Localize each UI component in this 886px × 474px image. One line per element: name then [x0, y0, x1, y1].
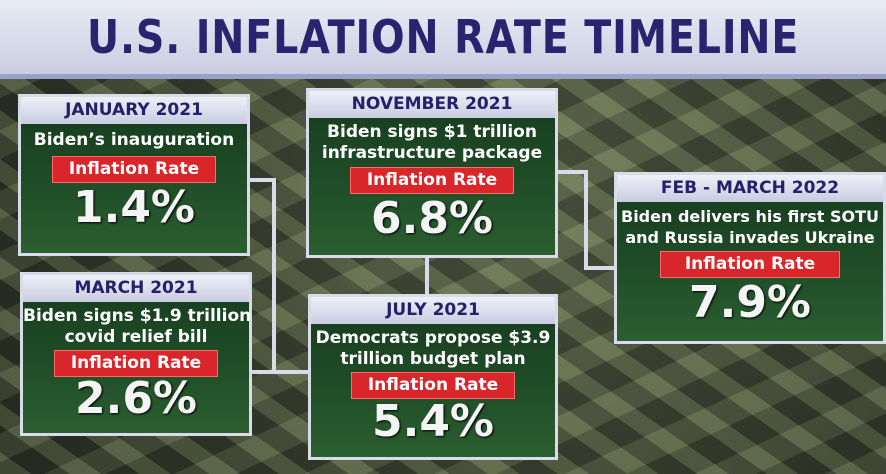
timeline-card-mar-2021: MARCH 2021 Biden signs $1.9 trillion cov…	[20, 272, 252, 436]
inflation-rate-badge: Inflation Rate	[349, 167, 515, 194]
card-description: Democrats propose $3.9 trillion budget p…	[315, 328, 551, 369]
card-date: NOVEMBER 2021	[309, 91, 555, 118]
inflation-rate-badge: Inflation Rate	[350, 372, 516, 399]
inflation-rate-value: 6.8%	[370, 193, 494, 244]
connector-line	[272, 178, 276, 374]
card-description: Biden signs $1.9 trillion covid relief b…	[23, 306, 252, 347]
card-date: JULY 2021	[311, 297, 555, 324]
inflation-rate-value: 5.4%	[371, 396, 495, 447]
connector-line	[250, 370, 312, 374]
card-date: MARCH 2021	[23, 275, 249, 302]
card-date: FEB - MARCH 2022	[617, 175, 883, 202]
timeline-card-jul-2021: JULY 2021 Democrats propose $3.9 trillio…	[308, 294, 558, 460]
page-title: U.S. INFLATION RATE TIMELINE	[86, 10, 800, 64]
connector-line	[584, 170, 588, 270]
connector-line	[584, 266, 618, 270]
timeline-card-jan-2021: JANUARY 2021 Biden’s inauguration Inflat…	[18, 94, 250, 256]
inflation-rate-value: 2.6%	[74, 373, 198, 424]
connector-line	[556, 170, 586, 174]
connector-line	[248, 178, 276, 182]
card-description: Biden’s inauguration	[33, 130, 235, 150]
timeline-card-feb-mar-2022: FEB - MARCH 2022 Biden delivers his firs…	[614, 172, 886, 344]
inflation-rate-value: 7.9%	[688, 277, 812, 328]
inflation-rate-value: 1.4%	[72, 182, 196, 233]
title-bar: U.S. INFLATION RATE TIMELINE	[0, 0, 886, 79]
connector-line	[425, 255, 429, 297]
card-description: Biden delivers his first SOTU and Russia…	[621, 207, 879, 247]
card-date: JANUARY 2021	[21, 97, 247, 124]
timeline-card-nov-2021: NOVEMBER 2021 Biden signs $1 trillion in…	[306, 88, 558, 258]
inflation-rate-badge: Inflation Rate	[659, 251, 841, 278]
card-description: Biden signs $1 trillion infrastructure p…	[321, 122, 543, 163]
inflation-rate-badge: Inflation Rate	[53, 350, 219, 377]
inflation-rate-badge: Inflation Rate	[51, 156, 217, 183]
